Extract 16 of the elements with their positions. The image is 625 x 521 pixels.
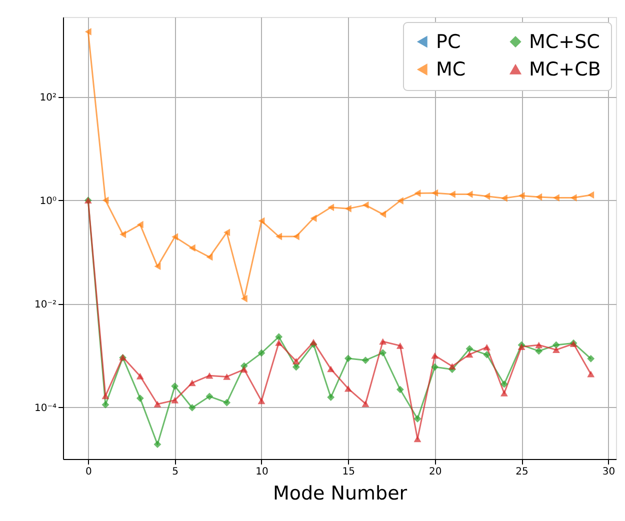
x-tick-label: 15 — [342, 466, 356, 478]
legend-label: MC — [436, 58, 466, 80]
x-tick-label: 25 — [516, 466, 528, 478]
x-tick-label: 30 — [602, 466, 616, 478]
x-axis-title: Mode Number — [272, 482, 408, 504]
legend-label: MC+SC — [529, 30, 600, 53]
y-tick-label: 10² — [40, 92, 56, 104]
x-tick-label: 20 — [428, 466, 442, 478]
x-tick-label: 10 — [256, 466, 268, 478]
y-tick-label: 10⁻⁴ — [34, 402, 56, 414]
x-tick-label: 5 — [172, 466, 178, 478]
legend-label: MC+CB — [529, 58, 601, 80]
y-tick-label: 10⁻² — [34, 299, 56, 310]
y-tick-label: 10⁰ — [40, 196, 56, 207]
legend-label: PC — [436, 30, 461, 53]
x-tick-label: 0 — [85, 466, 92, 478]
